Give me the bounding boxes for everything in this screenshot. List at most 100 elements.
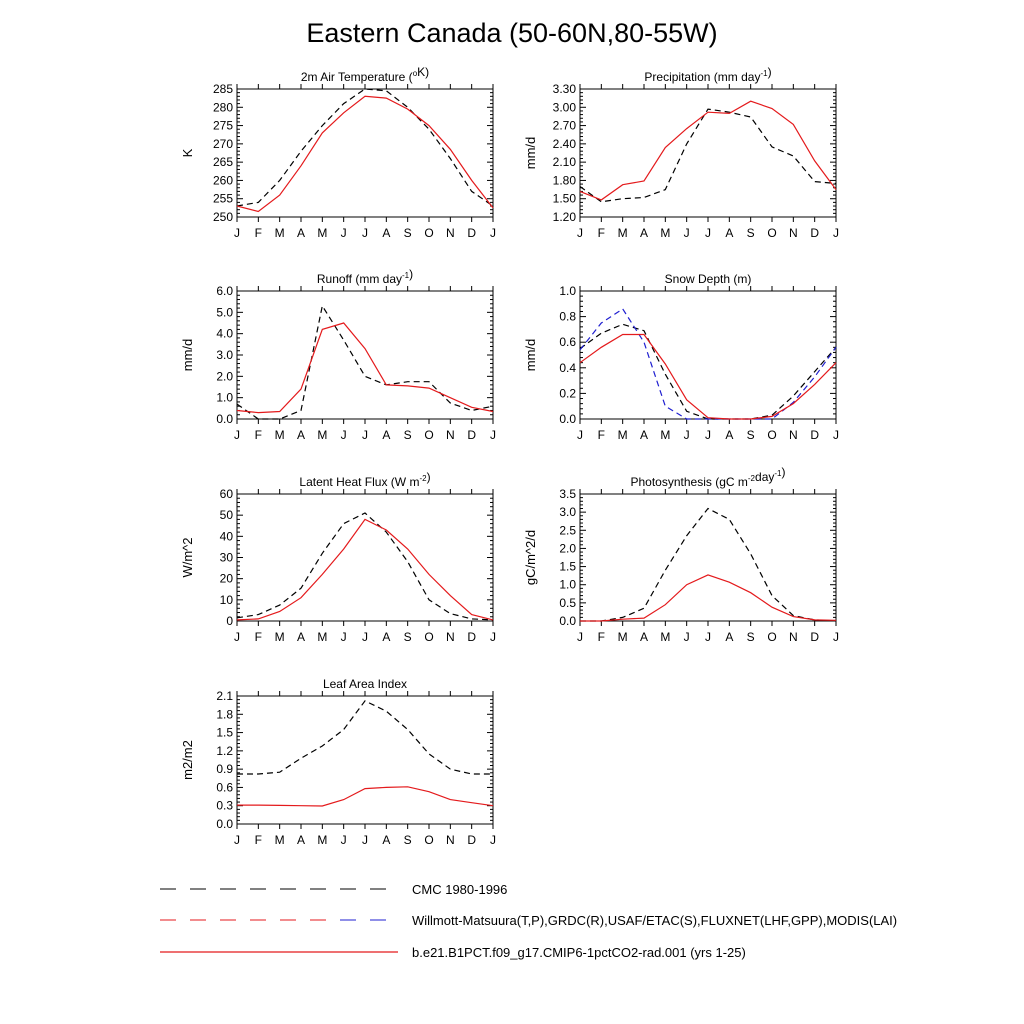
y-tick-label: 6.0 — [216, 284, 233, 298]
chart-panel-3: Runoff (mm day-1) mm/d 0.0 1.0 2.0 3.0 4.0 5.0 6… — [180, 267, 496, 442]
x-tick-label: J — [705, 630, 711, 644]
x-tick-label: J — [833, 630, 839, 644]
x-tick-label: J — [341, 226, 347, 240]
x-tick-label: D — [810, 630, 819, 644]
y-tick-label: 1.5 — [559, 560, 576, 574]
x-tick-label: J — [362, 226, 368, 240]
chart-panel-2: Precipitation (mm day-1) mm/d 1.20 1.50 1.80… — [523, 65, 839, 240]
x-tick-label: J — [684, 428, 690, 442]
y-tick-label: 1.80 — [553, 173, 577, 187]
x-tick-label: A — [382, 833, 390, 847]
model-series-line — [236, 95, 494, 213]
x-tick-label: J — [684, 226, 690, 240]
chart-title: Precipitation (mm day-1) — [644, 65, 771, 84]
obs-series-line — [579, 108, 837, 203]
x-tick-label: A — [297, 226, 305, 240]
x-tick-label: D — [810, 428, 819, 442]
y-tick-label: 3.5 — [559, 487, 576, 501]
y-axis-label: gC/m^2/d — [523, 530, 538, 585]
x-tick-label: A — [640, 630, 648, 644]
x-tick-label: J — [234, 630, 240, 644]
x-tick-label: M — [275, 630, 285, 644]
x-tick-label: M — [317, 226, 327, 240]
x-tick-label: S — [747, 630, 755, 644]
page-title: Eastern Canada (50-60N,80-55W) — [306, 18, 718, 48]
x-tick-label: S — [404, 630, 412, 644]
y-tick-label: 5.0 — [216, 305, 233, 319]
y-tick-label: 275 — [213, 119, 233, 133]
x-tick-label: N — [446, 833, 455, 847]
y-tick-label: 3.00 — [553, 100, 577, 114]
chart-title: Snow Depth (m) — [665, 272, 752, 286]
x-tick-label: J — [705, 428, 711, 442]
obs-series-line — [236, 88, 494, 207]
y-tick-label: 0.5 — [559, 596, 576, 610]
x-tick-label: N — [789, 226, 798, 240]
y-tick-label: 10 — [220, 593, 234, 607]
x-tick-label: F — [598, 630, 605, 644]
x-tick-label: J — [833, 428, 839, 442]
x-tick-label: M — [317, 630, 327, 644]
x-tick-label: M — [660, 630, 670, 644]
y-axis-label: K — [180, 148, 195, 157]
y-tick-label: 0.0 — [216, 817, 233, 831]
chart-title: Runoff (mm day-1) — [317, 267, 413, 286]
y-tick-label: 1.2 — [216, 744, 233, 758]
x-tick-label: S — [404, 226, 412, 240]
legend: CMC 1980-1996 Willmott-Matsuura(T,P),GRDC… — [160, 882, 897, 960]
x-tick-label: O — [767, 226, 776, 240]
y-tick-label: 270 — [213, 137, 233, 151]
y-tick-label: 2.10 — [553, 155, 577, 169]
obs-series-line — [236, 304, 494, 420]
x-tick-label: M — [275, 428, 285, 442]
x-tick-label: A — [382, 630, 390, 644]
x-tick-label: O — [424, 630, 433, 644]
x-tick-label: J — [490, 226, 496, 240]
x-tick-label: J — [490, 428, 496, 442]
model-series-line — [580, 574, 837, 622]
chart-panel-1: 2m Air Temperature (oK) K 250 255 260 265 270 2… — [180, 65, 496, 240]
y-tick-label: 1.5 — [216, 726, 233, 740]
x-tick-label: O — [767, 428, 776, 442]
y-tick-label: 0.0 — [559, 412, 576, 426]
x-tick-label: O — [767, 630, 776, 644]
y-tick-label: 1.0 — [216, 391, 233, 405]
x-tick-label: J — [490, 833, 496, 847]
y-tick-label: 40 — [220, 529, 234, 543]
chart-panel-4: Snow Depth (m)mm/d0.00.20.40.60.81.0J F M A… — [523, 272, 839, 442]
x-tick-label: N — [789, 630, 798, 644]
x-tick-label: M — [660, 226, 670, 240]
x-tick-label: F — [255, 630, 262, 644]
y-tick-label: 0.0 — [216, 412, 233, 426]
x-tick-label: O — [424, 226, 433, 240]
y-axis-label: m2/m2 — [180, 740, 195, 780]
y-tick-label: 20 — [220, 572, 234, 586]
y-tick-label: 2.5 — [559, 523, 576, 537]
chart-panel-7: Leaf Area Index m2/m2 0.0 0.3 0.6 0.9 1.2 1.5 1.… — [180, 677, 496, 847]
x-tick-label: J — [490, 630, 496, 644]
x-tick-label: J — [341, 630, 347, 644]
y-tick-label: 1.20 — [553, 210, 577, 224]
y-tick-label: 0.6 — [216, 780, 233, 794]
x-tick-label: M — [275, 226, 285, 240]
y-tick-label: 3.30 — [553, 82, 577, 96]
chart-panel-6: Photosynthesis (gC m-2day-1) gC/m^2/d 0.0 0… — [523, 465, 839, 644]
legend-label: CMC 1980-1996 — [412, 882, 507, 897]
x-tick-label: J — [684, 630, 690, 644]
x-tick-label: M — [275, 833, 285, 847]
x-tick-label: J — [833, 226, 839, 240]
chart-title: Latent Heat Flux (W m-2) — [299, 470, 430, 489]
y-axis-label: mm/d — [523, 339, 538, 372]
y-axis-label: mm/d — [523, 137, 538, 170]
y-axis-label: W/m^2 — [180, 537, 195, 577]
model-series-line — [236, 518, 494, 621]
x-tick-label: J — [234, 833, 240, 847]
x-tick-label: A — [725, 630, 733, 644]
chart-title: 2m Air Temperature (oK) — [301, 65, 429, 84]
y-tick-label: 2.0 — [216, 369, 233, 383]
model-series-line — [237, 786, 494, 807]
obs-series-line — [236, 512, 494, 621]
x-tick-label: A — [725, 226, 733, 240]
y-tick-label: 2.1 — [216, 689, 233, 703]
x-tick-label: F — [598, 226, 605, 240]
